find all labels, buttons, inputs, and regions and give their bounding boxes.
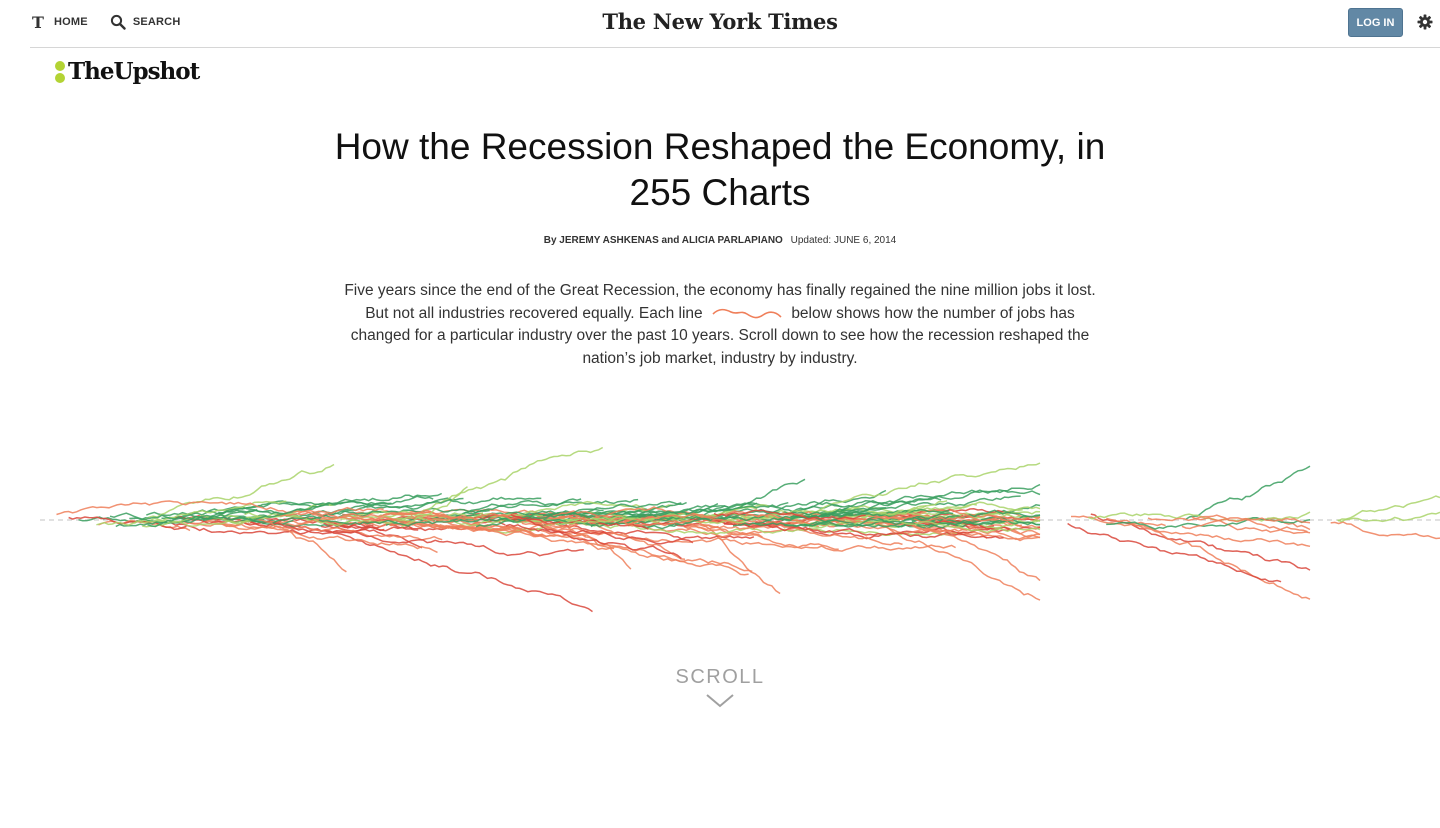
- industry-line: [109, 512, 265, 525]
- industry-line: [132, 463, 335, 524]
- chevron-down-icon: [706, 694, 734, 708]
- chart-lines: [56, 446, 1440, 613]
- login-button[interactable]: LOG IN: [1348, 8, 1403, 37]
- upshot-logo[interactable]: TheUpshot: [54, 58, 200, 85]
- industry-line: [912, 524, 1041, 582]
- industry-line: [813, 462, 1041, 514]
- industry-line: [510, 514, 682, 560]
- byline-authors: By JEREMY ASHKENAS and ALICIA PARLAPIANO: [543, 235, 783, 246]
- search-label: SEARCH: [132, 16, 181, 28]
- industry-line: [792, 489, 887, 514]
- industry-line: [1067, 522, 1282, 583]
- industry-line: [1181, 517, 1311, 530]
- industry-line: [713, 509, 866, 520]
- upshot-dots-icon: [54, 59, 66, 85]
- industry-line: [700, 524, 763, 538]
- industry-line: [641, 500, 843, 530]
- industry-line: [820, 483, 1041, 517]
- industry-line: [623, 513, 739, 526]
- nyt-t-logo-icon[interactable]: T: [32, 12, 44, 32]
- industry-line: [56, 500, 384, 516]
- industry-line: [1185, 465, 1311, 521]
- search-link[interactable]: SEARCH: [110, 14, 181, 30]
- industry-line: [708, 519, 1013, 540]
- industry-line: [1087, 511, 1311, 522]
- industry-line: [1191, 516, 1308, 533]
- industry-line: [297, 510, 555, 526]
- masthead: T HOME SEARCH The New York Times LOG IN: [30, 0, 1440, 48]
- byline-updated: Updated: JUNE 6, 2014: [790, 235, 897, 246]
- intro-paragraph: Five years since the end of the Great Re…: [340, 280, 1100, 370]
- industry-line: [115, 508, 258, 528]
- scroll-cue[interactable]: SCROLL: [620, 666, 820, 709]
- industry-line: [395, 509, 516, 521]
- nyt-logo[interactable]: The New York Times: [602, 9, 838, 34]
- industry-line: [1330, 521, 1440, 540]
- home-link[interactable]: HOME: [54, 16, 88, 28]
- industry-line: [799, 489, 1041, 519]
- byline: By JEREMY ASHKENAS and ALICIA PARLAPIANO…: [0, 235, 1440, 246]
- industry-line: [505, 523, 694, 545]
- industry-line: [475, 508, 604, 528]
- industry-line: [683, 525, 956, 552]
- industry-line: [1071, 515, 1166, 527]
- industry-line: [868, 514, 1014, 523]
- industry-line: [401, 486, 468, 528]
- industry-line: [692, 514, 781, 595]
- industry-line: [171, 522, 482, 535]
- industry-line: [285, 524, 593, 613]
- industry-line: [248, 496, 542, 522]
- industry-line: [68, 516, 187, 531]
- industry-line: [1147, 514, 1311, 535]
- article-headline: How the Recession Reshaped the Economy, …: [334, 126, 1106, 213]
- industry-line: [497, 500, 673, 517]
- industry-line: [1337, 511, 1440, 523]
- nav-left: T HOME SEARCH: [30, 12, 180, 32]
- industry-line: [631, 502, 758, 518]
- industry-line: [258, 519, 347, 573]
- industry-line: [250, 521, 584, 557]
- industry-line: [133, 500, 287, 525]
- intro-text-part1: Five years since the end of the Great Re…: [344, 282, 1096, 322]
- industry-line: [521, 522, 839, 551]
- upshot-logo-text: TheUpshot: [68, 58, 200, 85]
- sample-line-icon: [712, 309, 782, 319]
- scroll-label: SCROLL: [675, 666, 765, 688]
- gear-icon[interactable]: [1417, 14, 1433, 30]
- industry-line: [784, 512, 954, 528]
- industry-line: [176, 515, 385, 532]
- industry-line: [723, 523, 1004, 539]
- industry-line: [147, 510, 382, 528]
- industry-line: [870, 521, 1041, 601]
- industry-line: [205, 520, 438, 554]
- search-icon: [110, 14, 126, 30]
- industry-lines-chart: [40, 446, 1440, 613]
- industry-line: [880, 500, 948, 516]
- industry-line: [1135, 524, 1311, 548]
- industry-line: [1337, 495, 1440, 522]
- industry-line: [276, 511, 607, 538]
- industry-line: [318, 517, 526, 527]
- industry-line: [537, 506, 863, 524]
- industry-line: [190, 515, 522, 532]
- industry-line: [753, 495, 1021, 525]
- industry-line: [803, 516, 1005, 528]
- intro-text-part2: below shows how the number of jobs has c…: [350, 304, 1090, 367]
